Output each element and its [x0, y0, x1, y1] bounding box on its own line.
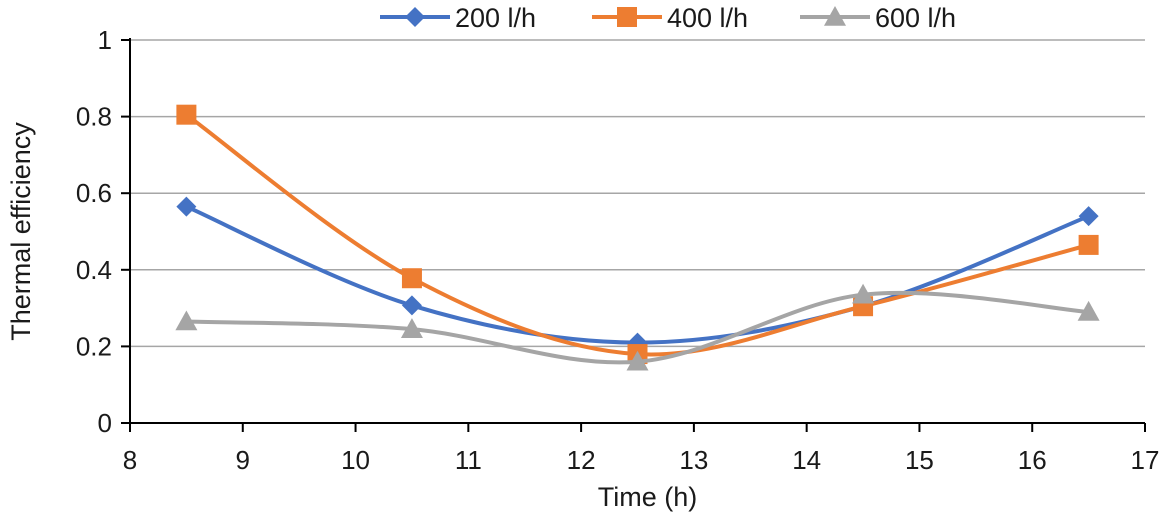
data-point-0-0 [176, 196, 197, 217]
series-layer [175, 104, 1100, 371]
y-tick-label-0: 0 [98, 408, 112, 438]
data-point-0-4 [1078, 206, 1099, 227]
legend: 200 l/h 400 l/h 600 l/h [380, 3, 956, 33]
legend-marker-0 [405, 7, 425, 27]
data-point-2-4 [1077, 300, 1100, 321]
series-line-0 [185, 204, 1090, 345]
legend-marker-1 [617, 7, 637, 27]
y-tick-label-1: 0.2 [76, 331, 112, 361]
y-axis-ticks: 0 0.2 0.4 0.6 0.8 1 [76, 25, 130, 438]
legend-label-0: 200 l/h [455, 3, 536, 33]
y-tick-label-5: 1 [98, 25, 112, 55]
series-600lh [175, 283, 1100, 371]
data-point-2-3 [852, 283, 875, 304]
x-axis-label: Time (h) [598, 482, 698, 512]
x-tick-label-3: 11 [455, 445, 482, 475]
data-point-1-0 [176, 104, 197, 125]
y-axis-label: Thermal efficiency [6, 122, 36, 341]
x-tick-label-2: 10 [341, 445, 370, 475]
series-line-1 [185, 113, 1090, 357]
gridlines [130, 39, 1145, 348]
data-point-0-1 [401, 295, 422, 316]
axes [129, 38, 1145, 424]
x-tick-label-6: 14 [792, 445, 821, 475]
legend-label-1: 400 l/h [667, 3, 748, 33]
x-tick-label-4: 12 [567, 445, 596, 475]
y-tick-label-4: 0.8 [76, 102, 112, 132]
x-tick-label-5: 13 [679, 445, 708, 475]
x-tick-label-0: 8 [123, 445, 137, 475]
x-axis-ticks: 8 9 10 11 12 13 14 15 16 17 [123, 423, 1160, 475]
data-point-2-2 [626, 350, 649, 371]
legend-item-2: 600 l/h [800, 3, 956, 33]
legend-item-1: 400 l/h [592, 3, 748, 33]
data-point-1-4 [1078, 234, 1099, 255]
x-tick-label-8: 16 [1018, 445, 1047, 475]
legend-item-0: 200 l/h [380, 3, 536, 33]
x-tick-label-1: 9 [236, 445, 250, 475]
y-tick-label-3: 0.6 [76, 178, 112, 208]
y-tick-label-2: 0.4 [76, 255, 112, 285]
x-tick-label-7: 15 [905, 445, 934, 475]
legend-marker-2 [824, 6, 846, 26]
x-tick-label-9: 17 [1131, 445, 1160, 475]
data-point-1-1 [401, 268, 422, 289]
data-point-2-1 [400, 318, 423, 338]
data-point-2-0 [175, 310, 198, 331]
series-200lh [176, 196, 1099, 353]
legend-label-2: 600 l/h [875, 3, 956, 33]
